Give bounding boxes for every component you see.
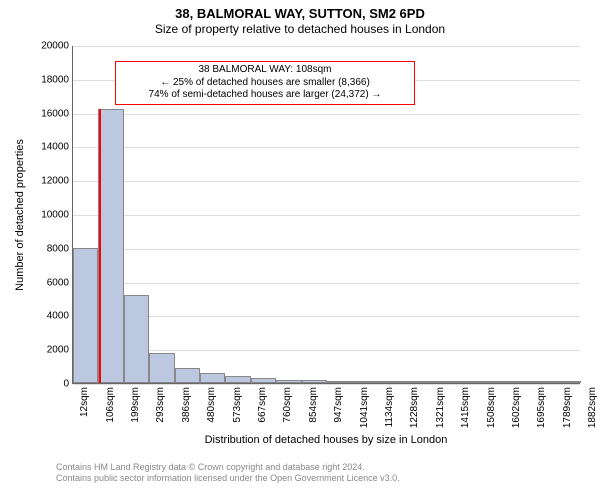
x-tick-label: 947sqm (333, 387, 344, 423)
plot-area: 38 BALMORAL WAY: 108sqm ← 25% of detache… (72, 46, 580, 384)
x-tick-label: 1789sqm (562, 387, 573, 428)
x-tick-label: 1041sqm (359, 387, 370, 428)
gridline-h (73, 249, 580, 250)
x-tick-label: 386sqm (181, 387, 192, 423)
gridline-h (73, 215, 580, 216)
y-tick-label: 6000 (47, 277, 69, 288)
gridline-h (73, 46, 580, 47)
x-tick-label: 667sqm (257, 387, 268, 423)
y-tick-label: 12000 (41, 176, 69, 187)
histogram-bar (530, 381, 555, 383)
gridline-h (73, 384, 580, 385)
histogram-bar (149, 353, 174, 383)
y-tick-label: 4000 (47, 311, 69, 322)
x-tick-label: 1602sqm (511, 387, 522, 428)
histogram-bar (556, 381, 581, 383)
chart-subtitle: Size of property relative to detached ho… (0, 22, 600, 36)
x-tick-label: 854sqm (308, 387, 319, 423)
annotation-line-1: 38 BALMORAL WAY: 108sqm (120, 64, 410, 77)
x-tick-label: 1695sqm (536, 387, 547, 428)
chart-title: 38, BALMORAL WAY, SUTTON, SM2 6PD (0, 0, 600, 22)
y-axis-title: Number of detached properties (14, 139, 26, 291)
y-tick-label: 14000 (41, 142, 69, 153)
histogram-bar (175, 368, 200, 383)
histogram-bar (403, 381, 428, 383)
histogram-bar (98, 109, 123, 383)
annotation-line-3: 74% of semi-detached houses are larger (… (120, 89, 410, 102)
histogram-bar (378, 381, 403, 383)
annotation-line-2: ← 25% of detached houses are smaller (8,… (120, 77, 410, 90)
footer-line-2: Contains public sector information licen… (56, 473, 400, 484)
chart-container: 38, BALMORAL WAY, SUTTON, SM2 6PD Size o… (0, 0, 600, 500)
histogram-bar (225, 376, 250, 383)
gridline-h (73, 147, 580, 148)
x-axis-title: Distribution of detached houses by size … (205, 434, 448, 446)
y-tick-label: 18000 (41, 74, 69, 85)
x-tick-label: 480sqm (206, 387, 217, 423)
histogram-bar (429, 381, 454, 383)
y-tick-label: 0 (63, 379, 69, 390)
y-tick-label: 8000 (47, 243, 69, 254)
gridline-h (73, 181, 580, 182)
x-tick-label: 1321sqm (435, 387, 446, 428)
gridline-h (73, 114, 580, 115)
histogram-bar (276, 380, 301, 383)
histogram-bar (302, 380, 327, 383)
x-tick-label: 199sqm (130, 387, 141, 423)
annotation-box: 38 BALMORAL WAY: 108sqm ← 25% of detache… (115, 61, 415, 105)
y-tick-label: 10000 (41, 210, 69, 221)
footer-attribution: Contains HM Land Registry data © Crown c… (56, 462, 400, 485)
gridline-h (73, 283, 580, 284)
histogram-bar (200, 373, 225, 383)
x-tick-label: 1415sqm (460, 387, 471, 428)
y-tick-label: 16000 (41, 108, 69, 119)
y-tick-label: 20000 (41, 41, 69, 52)
histogram-bar (505, 381, 530, 383)
histogram-bar (251, 378, 276, 383)
x-tick-label: 293sqm (155, 387, 166, 423)
histogram-bar (73, 248, 98, 383)
highlight-marker (99, 109, 101, 383)
histogram-bar (352, 381, 377, 383)
histogram-bar (327, 381, 352, 383)
x-tick-label: 760sqm (282, 387, 293, 423)
x-tick-label: 573sqm (232, 387, 243, 423)
histogram-bar (124, 295, 149, 383)
y-tick-label: 2000 (47, 345, 69, 356)
x-tick-label: 1228sqm (409, 387, 420, 428)
x-tick-label: 1508sqm (486, 387, 497, 428)
footer-line-1: Contains HM Land Registry data © Crown c… (56, 462, 400, 473)
histogram-bar (479, 381, 504, 383)
x-tick-label: 1134sqm (384, 387, 395, 427)
x-tick-label: 106sqm (105, 387, 116, 423)
x-tick-label: 12sqm (79, 387, 90, 417)
x-tick-label: 1882sqm (587, 387, 598, 428)
histogram-bar (454, 381, 479, 383)
